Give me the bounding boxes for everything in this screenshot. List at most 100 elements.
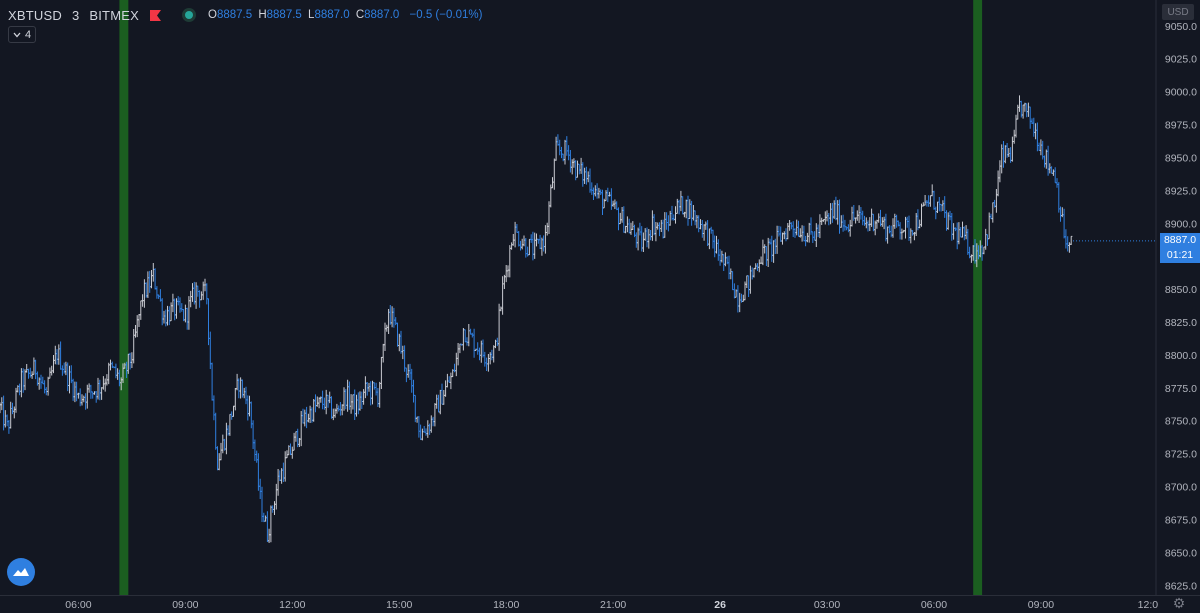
y-tick-label: 8700.0 bbox=[1165, 482, 1197, 494]
ohlc-bar bbox=[273, 501, 276, 515]
ohlc-bar bbox=[685, 199, 688, 219]
y-tick-label: 9025.0 bbox=[1165, 54, 1197, 66]
high-key: H bbox=[258, 9, 267, 21]
ohlc-bar bbox=[752, 267, 756, 278]
ohlc-bar bbox=[891, 218, 895, 238]
ohlc-bar bbox=[64, 361, 68, 376]
ohlc-bar bbox=[956, 222, 959, 250]
ohlc-bar bbox=[645, 227, 649, 248]
ohlc-bar bbox=[278, 470, 281, 481]
ohlc-bar bbox=[813, 231, 816, 241]
ohlc-bar bbox=[139, 300, 142, 320]
ohlc-bar bbox=[642, 232, 645, 252]
ohlc-bar bbox=[1002, 141, 1005, 168]
ohlc-bar bbox=[923, 195, 927, 206]
ohlc-bar bbox=[458, 343, 462, 354]
y-tick-label: 8850.0 bbox=[1165, 284, 1197, 296]
ohlc-bar bbox=[893, 213, 896, 229]
ohlc-bar bbox=[715, 235, 718, 254]
ohlc-bar bbox=[43, 380, 46, 394]
ohlc-bar bbox=[4, 410, 7, 428]
ohlc-bar bbox=[374, 382, 378, 396]
ohlc-bar bbox=[373, 382, 376, 390]
ohlc-bar bbox=[444, 380, 447, 397]
ohlc-bar bbox=[1013, 129, 1016, 144]
ohlc-bar bbox=[29, 367, 32, 378]
ohlc-bar bbox=[1005, 143, 1009, 158]
ohlc-bar bbox=[929, 195, 932, 207]
indicators-collapse-button[interactable]: 4 bbox=[8, 26, 36, 43]
ohlc-bar bbox=[658, 222, 661, 237]
ohlc-bar bbox=[25, 364, 28, 373]
ohlc-bar bbox=[690, 200, 693, 226]
ohlc-bar bbox=[601, 189, 604, 215]
ohlc-bar bbox=[128, 352, 132, 370]
y-tick-label: 8750.0 bbox=[1165, 416, 1197, 428]
ohlc-bar bbox=[205, 283, 208, 305]
ohlc-bar bbox=[232, 405, 235, 417]
ohlc-bar bbox=[515, 224, 519, 233]
ohlc-bar bbox=[430, 415, 433, 433]
ohlc-bar bbox=[405, 367, 408, 383]
ohlc-bar bbox=[1018, 95, 1021, 112]
ohlc-bar bbox=[861, 210, 864, 226]
ohlc-bar bbox=[759, 256, 763, 264]
flag-icon[interactable] bbox=[149, 9, 162, 21]
ohlc-bar bbox=[521, 238, 524, 250]
ohlc-bar bbox=[686, 195, 690, 226]
open-key: O bbox=[207, 9, 217, 21]
ohlc-bar bbox=[688, 199, 691, 219]
ohlc-bar bbox=[221, 434, 224, 454]
ohlc-bar bbox=[519, 240, 522, 251]
ohlc-bar bbox=[330, 396, 333, 419]
ohlc-bar bbox=[948, 210, 952, 221]
ohlc-bar bbox=[244, 386, 248, 405]
ohlc-bar bbox=[984, 228, 987, 250]
currency-button[interactable]: USD bbox=[1162, 4, 1194, 20]
ohlc-bar bbox=[1054, 167, 1057, 184]
gear-icon[interactable]: ⚙ bbox=[1172, 595, 1186, 611]
symbol-name[interactable]: XBTUSD bbox=[8, 7, 62, 23]
ohlc-bar bbox=[96, 377, 100, 400]
ohlc-bar bbox=[827, 213, 830, 226]
ohlc-bar bbox=[234, 388, 237, 411]
ohlc-bar bbox=[693, 210, 697, 226]
ohlc-bar bbox=[317, 397, 321, 409]
market-status-icon[interactable] bbox=[181, 8, 196, 22]
ohlc-bar bbox=[745, 275, 748, 288]
ohlc-bar bbox=[847, 224, 850, 233]
ohlc-bar bbox=[193, 281, 196, 305]
ohlc-bar bbox=[46, 376, 50, 396]
ohlc-bar bbox=[437, 394, 440, 413]
ohlc-bar bbox=[1036, 122, 1039, 152]
ohlc-bar bbox=[326, 394, 330, 408]
ohlc-bar bbox=[1021, 104, 1025, 119]
ohlc-bar bbox=[41, 376, 44, 385]
ohlc-bar bbox=[850, 206, 854, 227]
ohlc-bar bbox=[150, 270, 153, 289]
ohlc-bar bbox=[775, 225, 779, 254]
ohlc-bar bbox=[182, 309, 185, 322]
ohlc-bar bbox=[866, 220, 870, 232]
ohlc-bar bbox=[253, 439, 257, 461]
y-tick-label: 9050.0 bbox=[1165, 21, 1197, 33]
ohlc-bar bbox=[20, 368, 23, 398]
tradingview-logo-icon[interactable] bbox=[7, 558, 35, 586]
interval-label[interactable]: 3 bbox=[71, 7, 80, 23]
x-tick-label: 09:00 bbox=[1028, 599, 1054, 611]
ohlc-bar bbox=[303, 409, 306, 427]
ohlc-bar bbox=[898, 222, 902, 240]
ohlc-bar bbox=[472, 328, 476, 358]
ohlc-bar bbox=[1007, 148, 1010, 157]
ohlc-bar bbox=[544, 225, 547, 254]
ohlc-bar bbox=[292, 432, 296, 451]
ohlc-bar bbox=[554, 136, 558, 161]
ohlc-bar bbox=[1029, 106, 1032, 129]
y-tick-label: 8925.0 bbox=[1165, 185, 1197, 197]
symbol-label[interactable]: XBTUSD 3 BITMEX bbox=[8, 8, 139, 23]
y-tick-label: 8625.0 bbox=[1165, 580, 1197, 592]
ohlc-bar bbox=[585, 166, 588, 185]
ohlc-bar bbox=[55, 349, 59, 365]
